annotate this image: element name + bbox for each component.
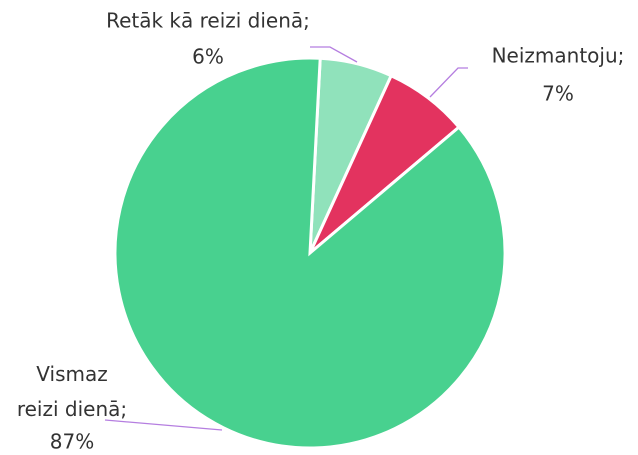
value-label: 6% (192, 45, 224, 69)
pie-slice (113, 56, 507, 450)
leader-line (429, 67, 468, 98)
leader-line (104, 419, 223, 431)
slice-label: Neizmantoju; (492, 44, 625, 68)
leader-line (310, 46, 358, 63)
value-label: 7% (542, 82, 574, 106)
slice-label: Vismaz reizi dienā; (17, 362, 127, 421)
slice-label: Retāk kā reizi dienā; (106, 9, 310, 33)
value-label: 87% (50, 430, 94, 454)
pie (113, 56, 507, 450)
